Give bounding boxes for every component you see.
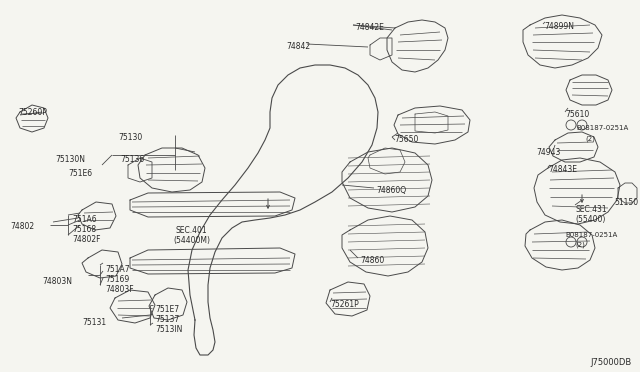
Text: 75137: 75137 (155, 315, 179, 324)
Text: SEC.401: SEC.401 (176, 226, 207, 235)
Text: B08187-0251A: B08187-0251A (576, 125, 628, 131)
Text: 75131: 75131 (82, 318, 106, 327)
Text: 74802F: 74802F (72, 235, 100, 244)
Text: 74842E: 74842E (355, 23, 384, 32)
Text: 75169: 75169 (105, 275, 129, 284)
Text: 751E6: 751E6 (68, 169, 92, 178)
Text: 74803F: 74803F (105, 285, 134, 294)
Text: (2): (2) (575, 242, 585, 248)
Text: 75136: 75136 (120, 155, 144, 164)
Text: 7513IN: 7513IN (155, 325, 182, 334)
Text: (2): (2) (585, 135, 595, 141)
Text: 75168: 75168 (72, 225, 96, 234)
Text: (55400): (55400) (575, 215, 605, 224)
Text: 51150: 51150 (614, 198, 638, 207)
Text: J75000DB: J75000DB (590, 358, 631, 367)
Text: 74843E: 74843E (548, 165, 577, 174)
Text: 74860Q: 74860Q (376, 186, 406, 195)
Text: 751A7: 751A7 (105, 265, 130, 274)
Text: 75610: 75610 (565, 110, 589, 119)
Text: 74803N: 74803N (42, 277, 72, 286)
Text: SEC.431: SEC.431 (575, 205, 607, 214)
Text: 75260P: 75260P (18, 108, 47, 117)
Text: 74899N: 74899N (544, 22, 574, 31)
Text: 75261P: 75261P (330, 300, 359, 309)
Text: 75130N: 75130N (55, 155, 85, 164)
Text: B08187-0251A: B08187-0251A (565, 232, 617, 238)
Text: 74802: 74802 (10, 222, 34, 231)
Text: 74842: 74842 (286, 42, 310, 51)
Text: (54400M): (54400M) (173, 236, 210, 245)
Text: 751A6: 751A6 (72, 215, 97, 224)
Text: 74943: 74943 (536, 148, 561, 157)
Text: 751E7: 751E7 (155, 305, 179, 314)
Text: 74860: 74860 (360, 256, 384, 265)
Text: 75130: 75130 (118, 133, 142, 142)
Text: 75650: 75650 (394, 135, 419, 144)
